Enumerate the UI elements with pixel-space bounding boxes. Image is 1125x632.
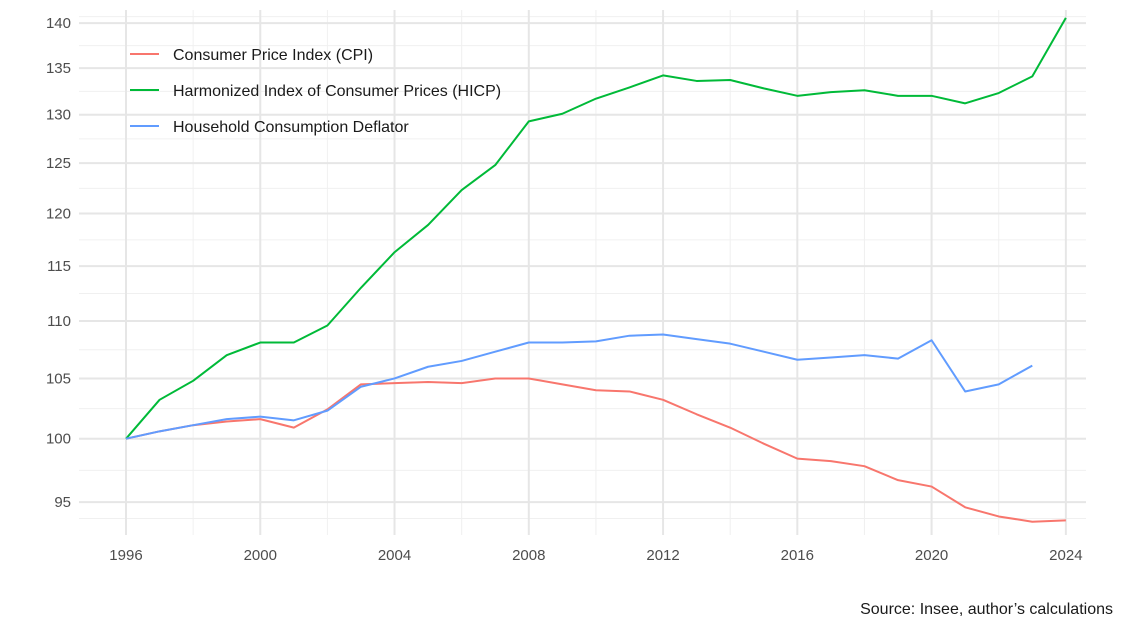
- series-lines: [125, 17, 1067, 523]
- y-axis-tick-labels: 95 100 105 110 115 120 125 130 135 140: [46, 15, 71, 511]
- grid-major: [79, 10, 1086, 535]
- x-tick-label: 2016: [781, 547, 814, 564]
- y-tick-label: 130: [46, 107, 71, 124]
- y-tick-label: 120: [46, 206, 71, 223]
- series-line-3: [125, 333, 1033, 440]
- grid-minor: [79, 10, 1086, 535]
- x-axis-tick-labels: 1996 2000 2004 2008 2012 2016 2020 2024: [109, 547, 1082, 564]
- legend: Consumer Price Index (CPI) Harmonized Ind…: [130, 47, 501, 136]
- x-tick-label: 2012: [646, 547, 679, 564]
- series-line-2: [125, 17, 1067, 440]
- y-tick-label: 105: [46, 370, 71, 387]
- y-tick-label: 125: [46, 155, 71, 172]
- x-tick-label: 2000: [244, 547, 277, 564]
- x-tick-label: 1996: [109, 547, 142, 564]
- y-tick-label: 110: [47, 313, 71, 330]
- legend-label-3: Household Consumption Deflator: [173, 119, 409, 136]
- y-tick-label: 100: [46, 431, 71, 448]
- x-tick-label: 2004: [378, 547, 411, 564]
- source-caption: Source: Insee, author’s calculations: [860, 601, 1113, 618]
- x-tick-label: 2024: [1049, 547, 1082, 564]
- y-tick-label: 140: [46, 15, 71, 32]
- x-tick-label: 2020: [915, 547, 948, 564]
- y-tick-label: 95: [54, 494, 71, 511]
- legend-label-1: Consumer Price Index (CPI): [173, 47, 373, 64]
- x-tick-label: 2008: [512, 547, 545, 564]
- legend-label-2: Harmonized Index of Consumer Prices (HIC…: [173, 83, 501, 100]
- y-tick-label: 115: [47, 258, 71, 275]
- series-line-1: [125, 377, 1066, 523]
- y-tick-label: 135: [46, 60, 71, 77]
